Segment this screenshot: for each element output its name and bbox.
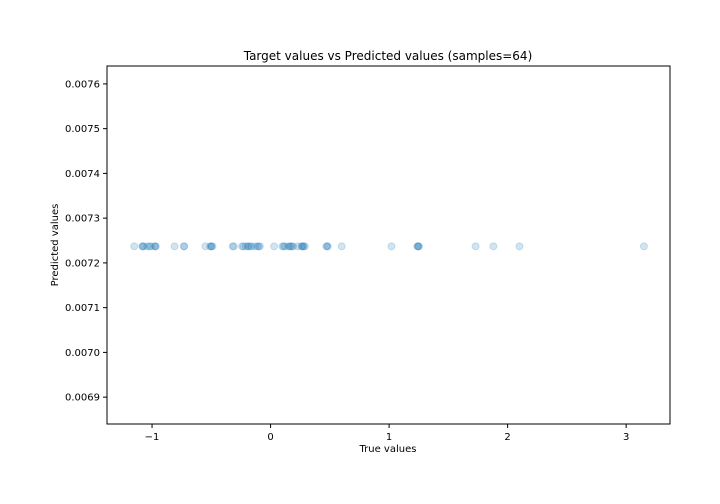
scatter-point xyxy=(270,242,279,251)
scatter-point xyxy=(279,242,288,251)
y-tick-label: 0.0072 xyxy=(65,258,100,269)
scatter-point xyxy=(414,242,423,251)
y-tick-label: 0.0071 xyxy=(65,303,100,314)
scatter-point xyxy=(254,242,263,251)
scatter-point xyxy=(130,242,139,251)
scatter-point xyxy=(207,242,216,251)
scatter-point xyxy=(206,242,215,251)
scatter-point xyxy=(285,242,294,251)
x-tick-label: 1 xyxy=(386,432,392,443)
x-axis: −1 0 1 2 3 xyxy=(145,424,629,443)
y-tick-label: 0.0073 xyxy=(65,214,100,225)
scatter-point xyxy=(300,242,309,251)
x-tick-label: 2 xyxy=(504,432,510,443)
scatter-point xyxy=(180,242,189,251)
scatter-point xyxy=(241,242,250,251)
scatter-point xyxy=(251,242,260,251)
scatter-point xyxy=(244,242,253,251)
scatter-point xyxy=(150,242,159,251)
plot-area-frame xyxy=(106,65,671,425)
scatter-point xyxy=(322,242,331,251)
y-axis: 0.0069 0.0070 0.0071 0.0072 0.0073 0.0074 0.00… xyxy=(65,79,107,404)
x-tick-label: 3 xyxy=(623,432,629,443)
x-axis-title: True values xyxy=(359,444,417,455)
scatter-point xyxy=(280,242,289,251)
y-tick-label: 0.0074 xyxy=(65,169,100,180)
scatter-point xyxy=(229,242,238,251)
scatter-points xyxy=(130,242,648,251)
scatter-point xyxy=(286,242,295,251)
scatter-point xyxy=(414,242,423,251)
scatter-point xyxy=(413,242,422,251)
scatter-point xyxy=(246,242,255,251)
scatter-point xyxy=(337,242,346,251)
scatter-point xyxy=(151,242,160,251)
chart-title: Target values vs Predicted values (sampl… xyxy=(243,49,533,63)
y-tick-label: 0.0070 xyxy=(65,348,100,359)
x-tick-label: −1 xyxy=(145,432,160,443)
scatter-point xyxy=(297,242,306,251)
scatter-point xyxy=(151,242,160,251)
y-tick-label: 0.0075 xyxy=(65,124,100,135)
scatter-point xyxy=(138,242,147,251)
scatter-point xyxy=(299,242,308,251)
scatter-point xyxy=(515,242,524,251)
scatter-point xyxy=(201,242,210,251)
scatter-point xyxy=(489,242,498,251)
scatter-point xyxy=(253,242,262,251)
scatter-point xyxy=(413,242,422,251)
scatter-point xyxy=(287,242,296,251)
y-tick-label: 0.0076 xyxy=(65,79,100,90)
scatter-point xyxy=(323,242,332,251)
scatter-point xyxy=(238,242,247,251)
scatter-point xyxy=(145,242,154,251)
scatter-point xyxy=(143,242,152,251)
y-axis-title: Predicted values xyxy=(50,204,61,287)
scatter-point xyxy=(138,242,147,251)
scatter-point xyxy=(284,242,293,251)
scatter-point xyxy=(146,242,155,251)
scatter-point xyxy=(293,242,302,251)
scatter-point xyxy=(170,242,179,251)
scatter-point xyxy=(228,242,237,251)
scatter-point xyxy=(207,242,216,251)
scatter-point xyxy=(208,242,217,251)
y-tick-label: 0.0069 xyxy=(65,393,100,404)
scatter-point xyxy=(289,242,298,251)
scatter-point xyxy=(180,242,189,251)
scatter-point xyxy=(298,242,307,251)
scatter-point xyxy=(139,242,148,251)
scatter-point xyxy=(244,242,253,251)
scatter-point xyxy=(323,242,332,251)
scatter-point xyxy=(387,242,396,251)
x-tick-label: 0 xyxy=(267,432,273,443)
scatter-point xyxy=(278,242,287,251)
scatter-point xyxy=(471,242,480,251)
scatter-point xyxy=(247,242,256,251)
scatter-point xyxy=(298,242,307,251)
scatter-point xyxy=(255,242,264,251)
scatter-point xyxy=(639,242,648,251)
scatter-point xyxy=(239,242,248,251)
